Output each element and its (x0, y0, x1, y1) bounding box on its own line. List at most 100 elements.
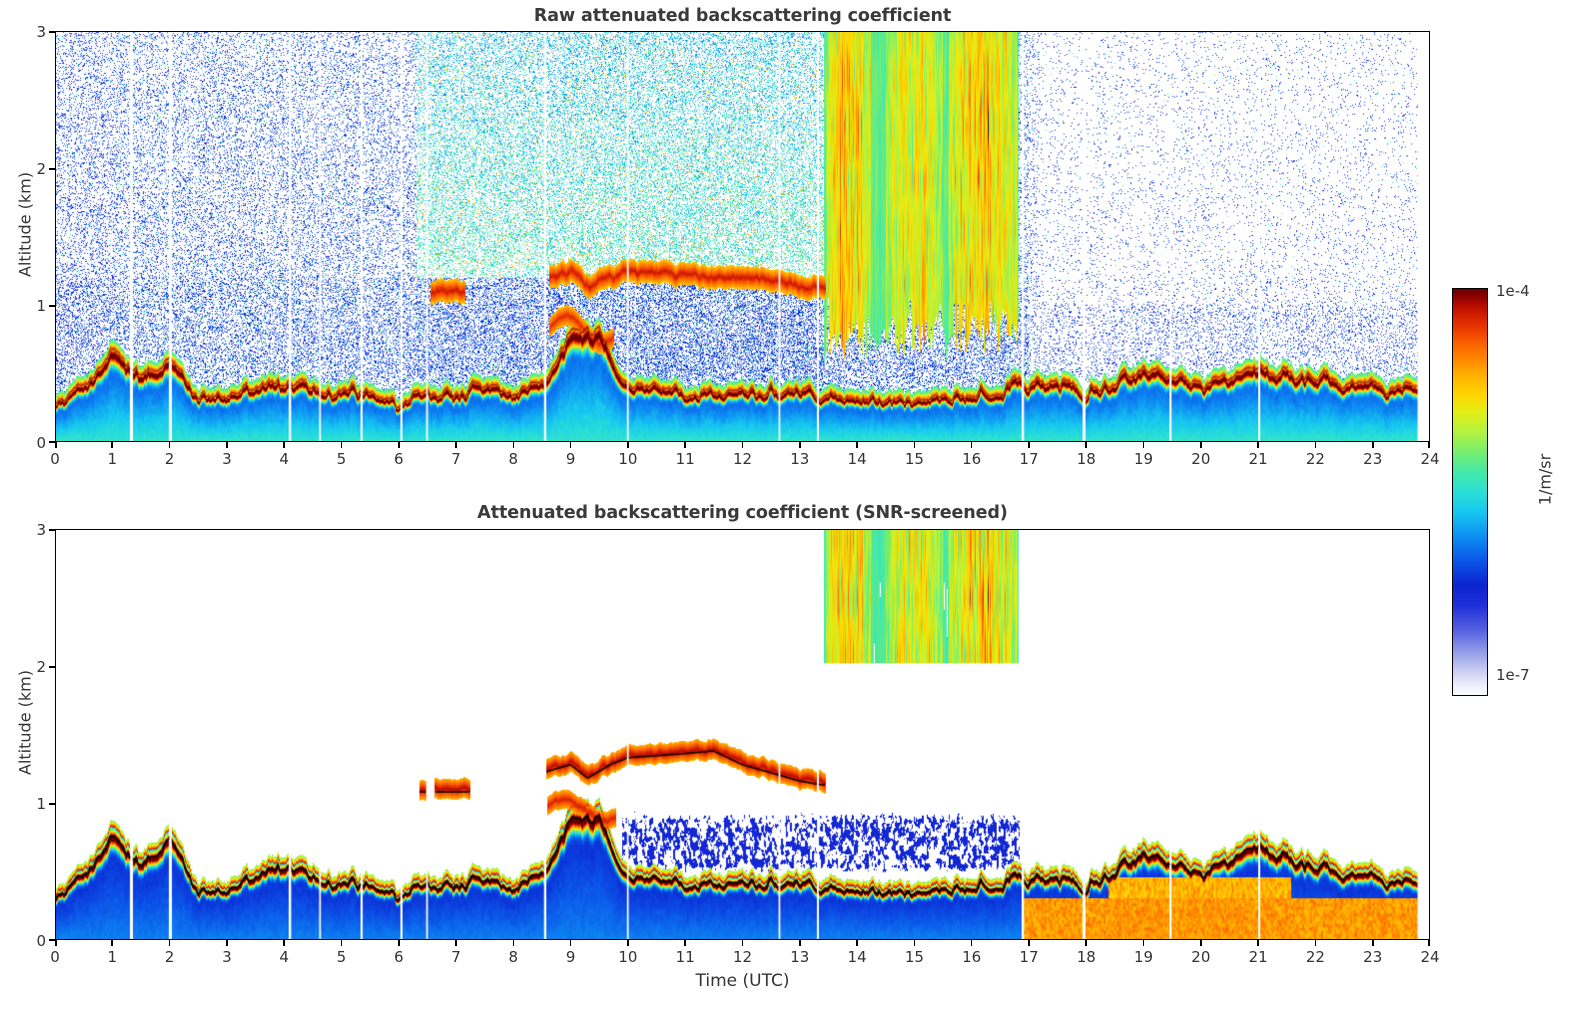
panel-raw-ytick-0: 0 (36, 434, 46, 452)
xtick-mark (1314, 442, 1317, 448)
panel-raw-ytickmark (49, 168, 55, 170)
xtick-mark (397, 442, 400, 448)
colorbar-min-label: 1e-7 (1496, 666, 1530, 684)
xtick-mark (283, 940, 285, 946)
xtick-label: 24 (1420, 450, 1440, 468)
xtick-label: 18 (1076, 450, 1096, 468)
xtick-label: 2 (164, 948, 175, 966)
xtick-label: 23 (1363, 450, 1383, 468)
panel-raw-ytick-2: 2 (36, 160, 46, 178)
xtick-mark (1200, 940, 1202, 946)
xtick-label: 20 (1191, 450, 1211, 468)
xtick-mark (856, 442, 858, 448)
xtick-mark (340, 442, 343, 448)
xtick-mark (1085, 940, 1088, 946)
xtick-mark (627, 940, 629, 946)
xtick-label: 10 (618, 948, 638, 966)
xtick-label: 13 (790, 450, 810, 468)
xtick-label: 12 (732, 450, 753, 468)
xtick-label: 3 (222, 450, 232, 468)
xtick-label: 13 (790, 948, 810, 966)
panel-raw-plot (55, 31, 1430, 442)
xtick-label: 10 (618, 450, 638, 468)
panel-screened-xlabel: Time (UTC) (695, 971, 790, 991)
panel-screened-ytickmark (49, 666, 55, 668)
xtick-label: 2 (164, 450, 175, 468)
xtick-label: 3 (222, 948, 232, 966)
colorbar-gradient (1452, 288, 1488, 696)
xtick-mark (741, 940, 744, 946)
colorbar-max-label: 1e-4 (1496, 282, 1530, 300)
xtick-label: 21 (1248, 450, 1268, 468)
xtick-label: 9 (565, 450, 576, 468)
xtick-mark (1257, 442, 1259, 448)
panel-screened-ytickmark (49, 529, 55, 531)
panel-screened-ytick-2: 2 (36, 658, 46, 676)
xtick-label: 6 (393, 450, 404, 468)
xtick-mark (970, 442, 973, 448)
xtick-mark (1142, 442, 1145, 448)
panel-screened-ytickmark (49, 939, 55, 941)
xtick-label: 17 (1019, 948, 1039, 966)
xtick-label: 8 (508, 948, 519, 966)
xtick-mark (55, 442, 57, 448)
xtick-mark (569, 442, 572, 448)
xtick-mark (798, 442, 801, 448)
xtick-mark (226, 442, 228, 448)
xtick-mark (168, 442, 171, 448)
xtick-label: 23 (1363, 948, 1383, 966)
xtick-label: 20 (1191, 948, 1211, 966)
xtick-mark (455, 940, 457, 946)
xtick-mark (684, 442, 686, 448)
xtick-label: 7 (451, 450, 461, 468)
colorbar-group: 1e-4 1e-7 1/m/sr (1450, 0, 1595, 1020)
xtick-mark (913, 940, 916, 946)
panel-raw: Raw attenuated backscattering coefficien… (0, 0, 1460, 480)
xtick-mark (111, 442, 114, 448)
xtick-label: 24 (1420, 948, 1440, 966)
colorbar-title: 1/m/sr (1535, 453, 1555, 506)
panel-raw-ytickmark (49, 31, 55, 33)
xtick-mark (1200, 442, 1202, 448)
xtick-label: 14 (847, 948, 867, 966)
xtick-label: 19 (1133, 450, 1154, 468)
panel-raw-ytick-1: 1 (36, 297, 46, 315)
panel-raw-heatmap (56, 32, 1429, 441)
xtick-mark (168, 940, 171, 946)
xtick-mark (1142, 940, 1145, 946)
xtick-label: 18 (1076, 948, 1096, 966)
xtick-mark (283, 442, 285, 448)
panel-screened-ytick-3: 3 (36, 521, 46, 539)
xtick-mark (856, 940, 858, 946)
xtick-mark (226, 940, 228, 946)
xtick-mark (569, 940, 572, 946)
xtick-label: 22 (1305, 948, 1325, 966)
xtick-mark (627, 442, 629, 448)
xtick-label: 1 (107, 450, 118, 468)
xtick-label: 1 (107, 948, 118, 966)
xtick-mark (1028, 442, 1030, 448)
xtick-mark (684, 940, 686, 946)
panel-screened-title: Attenuated backscattering coefficient (S… (477, 503, 1008, 523)
xtick-label: 4 (279, 450, 289, 468)
xtick-mark (1371, 442, 1374, 448)
xtick-mark (111, 940, 114, 946)
panel-screened-ytick-0: 0 (36, 932, 46, 950)
xtick-label: 8 (508, 450, 519, 468)
panel-screened: Attenuated backscattering coefficient (S… (0, 498, 1460, 1018)
xtick-mark (913, 442, 916, 448)
xtick-label: 6 (393, 948, 404, 966)
xtick-label: 0 (50, 948, 60, 966)
xtick-label: 4 (279, 948, 289, 966)
xtick-label: 15 (904, 948, 924, 966)
xtick-label: 16 (962, 948, 982, 966)
xtick-mark (1371, 940, 1374, 946)
panel-screened-ytickmark (49, 803, 55, 805)
panel-screened-heatmap (56, 530, 1429, 939)
xtick-label: 19 (1133, 948, 1154, 966)
xtick-label: 14 (847, 450, 867, 468)
xtick-mark (970, 940, 973, 946)
xtick-label: 17 (1019, 450, 1039, 468)
xtick-label: 21 (1248, 948, 1268, 966)
